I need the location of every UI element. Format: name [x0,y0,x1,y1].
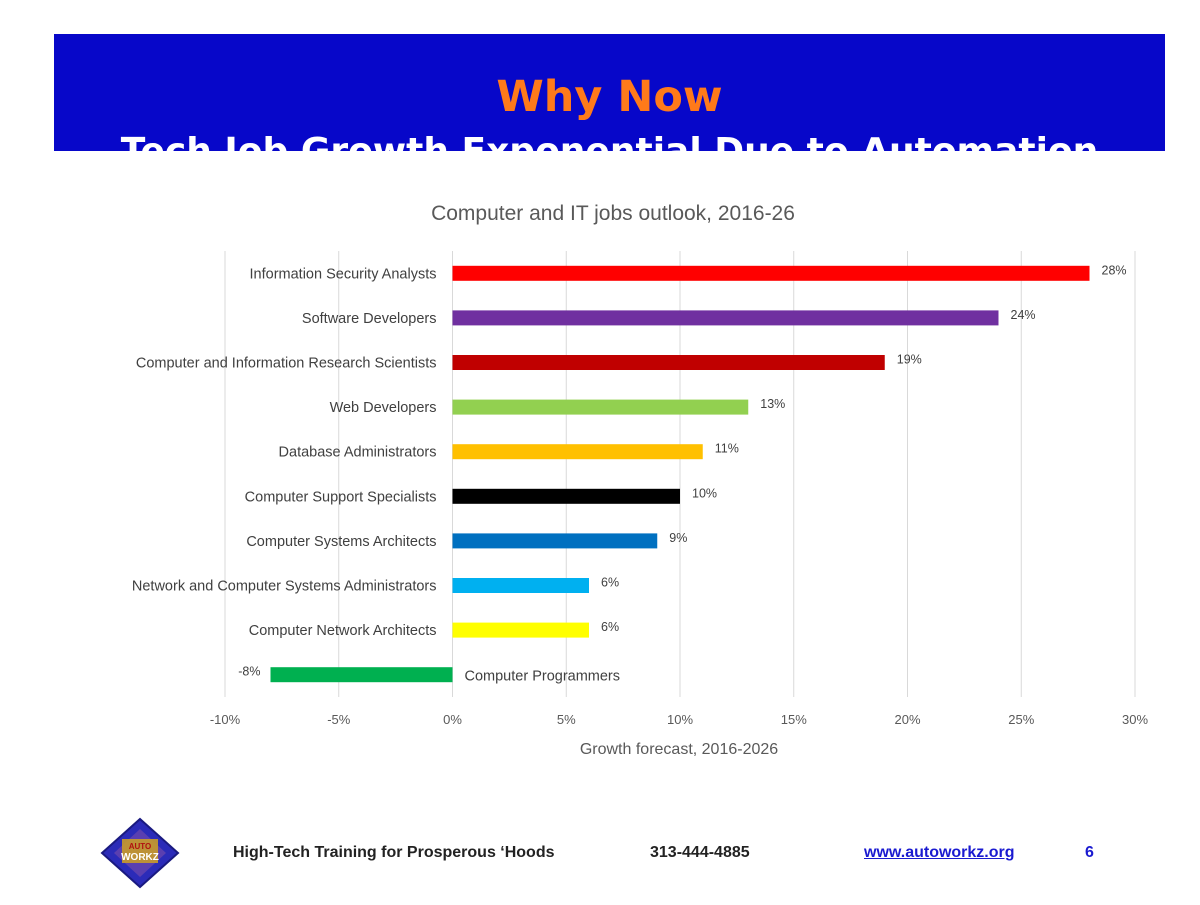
value-label: 6% [601,620,619,634]
x-tick-label: 30% [1122,712,1148,727]
value-label: 13% [760,397,785,411]
x-tick-label: -5% [327,712,351,727]
value-label: 11% [715,442,739,456]
category-label: Computer Systems Architects [246,534,436,550]
slide-subtitle: Tech Job Growth Exponential Due to Autom… [120,131,1099,172]
chart-title: Computer and IT jobs outlook, 2016-26 [431,202,795,225]
website-link[interactable]: www.autoworkz.org [864,844,1015,861]
x-tick-label: 15% [781,712,807,727]
x-axis-label: Growth forecast, 2016-2026 [580,741,778,758]
x-tick-label: -10% [210,712,241,727]
bar [452,310,999,326]
value-labels: 28% 24% 19% 13% 11% 10% 9% 6% 6% -8% [238,263,1126,678]
bars [270,265,1090,683]
bar [452,533,658,549]
bar [270,667,453,683]
bar [452,265,1090,281]
bar [452,622,589,638]
x-tick-label: 0% [443,712,462,727]
x-tick-label: 5% [557,712,576,727]
category-label: Computer Support Specialists [245,489,437,505]
category-labels: Information Security Analysts Software De… [132,266,620,684]
x-tick-label: 25% [1008,712,1034,727]
value-label: 19% [897,353,922,367]
category-label: Computer and Information Research Scient… [136,356,437,372]
x-tick-label: 20% [894,712,920,727]
category-label: Software Developers [302,311,437,327]
value-label: 10% [692,486,717,500]
value-label: 6% [601,576,619,590]
bar [452,488,680,504]
category-label: Computer Network Architects [249,623,437,639]
x-tick-labels: -10% -5% 0% 5% 10% 15% 20% 25% 30% [210,712,1149,727]
bar [452,578,589,593]
bar [452,444,703,460]
category-label: Web Developers [330,400,437,416]
value-label: -8% [238,665,260,679]
category-label: Information Security Analysts [250,266,437,282]
category-label: Network and Computer Systems Administrat… [132,579,437,595]
x-tick-label: 10% [667,712,693,727]
category-label: Database Administrators [279,445,437,461]
category-label: Computer Programmers [465,669,621,685]
bar [452,355,885,370]
title-banner: Why Now Tech Job Growth Exponential Due … [54,34,1165,170]
value-label: 9% [669,531,687,545]
value-label: 24% [1011,308,1036,322]
slide-title: Why Now [496,72,723,122]
value-label: 28% [1102,263,1127,277]
bar [452,399,749,415]
